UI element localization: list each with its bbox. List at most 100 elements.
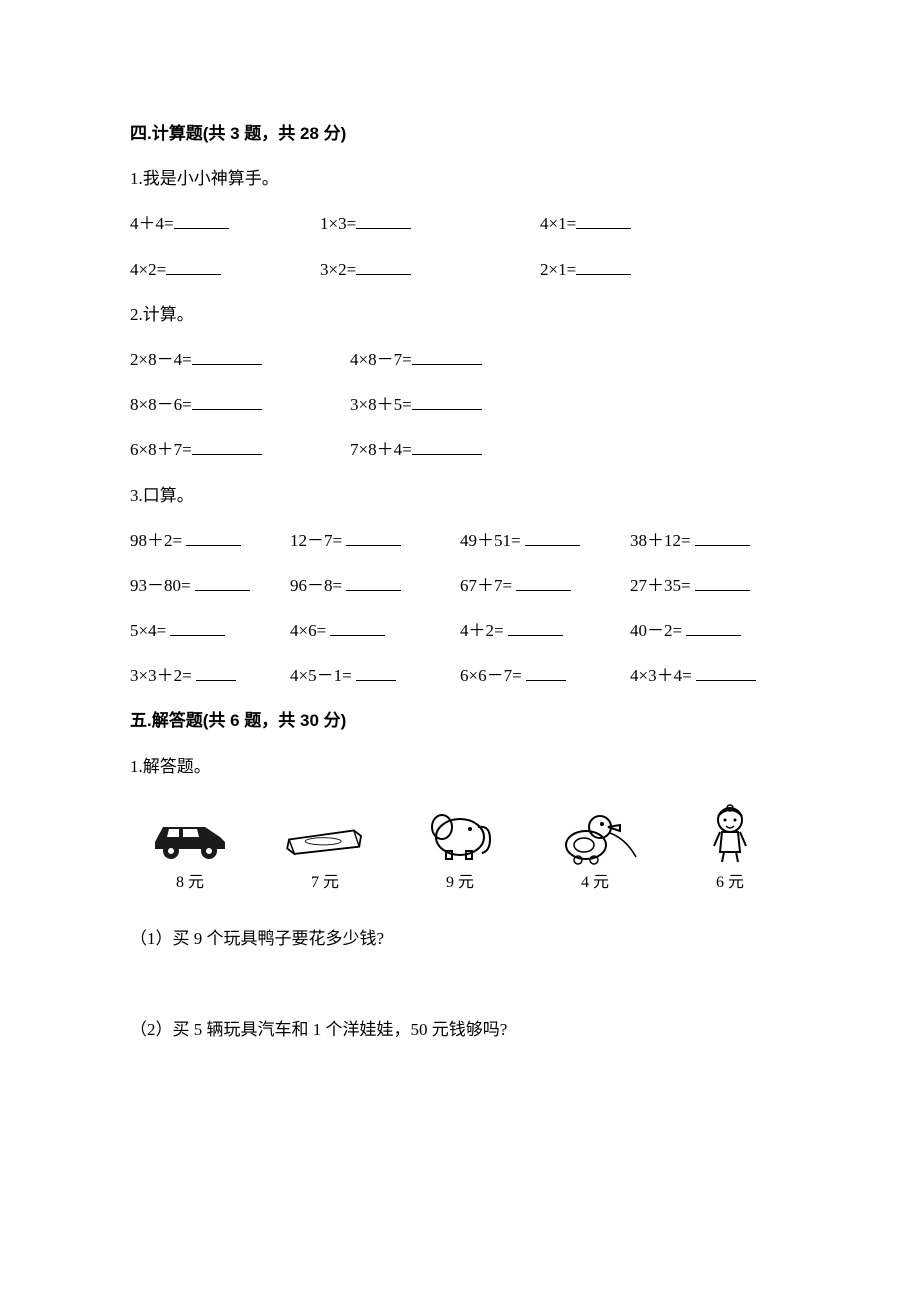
- answer-blank[interactable]: [526, 666, 566, 681]
- answer-blank[interactable]: [356, 260, 411, 275]
- s4-q3-row2: 93－80= 96－8= 67＋7= 27＋35=: [130, 572, 790, 599]
- toy-elephant: 9 元: [405, 805, 515, 896]
- answer-blank[interactable]: [412, 350, 482, 365]
- answer-blank[interactable]: [508, 621, 563, 636]
- expr-cell: 4＋2=: [460, 617, 630, 644]
- toy-price: 7 元: [270, 870, 380, 896]
- expr-cell: 4×5－1=: [290, 662, 460, 689]
- work-space: [130, 971, 790, 1016]
- answer-blank[interactable]: [695, 531, 750, 546]
- expr-text: 4×2=: [130, 260, 166, 279]
- expr-text: 40－2=: [630, 621, 682, 640]
- answer-blank[interactable]: [166, 260, 221, 275]
- expr-cell: 96－8=: [290, 572, 460, 599]
- duck-icon: [550, 805, 640, 865]
- answer-blank[interactable]: [195, 576, 250, 591]
- expr-cell: 93－80=: [130, 572, 290, 599]
- answer-blank[interactable]: [192, 440, 262, 455]
- expr-text: 38＋12=: [630, 531, 691, 550]
- expr-text: 2×8－4=: [130, 350, 192, 369]
- expr-cell: 4×3＋4=: [630, 662, 756, 689]
- expr-text: 5×4=: [130, 621, 166, 640]
- answer-blank[interactable]: [695, 576, 750, 591]
- expr-text: 4×8－7=: [350, 350, 412, 369]
- toy-price: 8 元: [135, 870, 245, 896]
- expr-text: 98＋2=: [130, 531, 182, 550]
- expr-text: 3×8＋5=: [350, 395, 412, 414]
- expr-cell: 4×1=: [540, 210, 631, 237]
- pencilbox-icon: [280, 805, 370, 865]
- s4-q2-row3: 6×8＋7= 7×8＋4=: [130, 436, 790, 463]
- expr-text: 4＋4=: [130, 214, 174, 233]
- answer-blank[interactable]: [412, 395, 482, 410]
- expr-text: 7×8＋4=: [350, 440, 412, 459]
- expr-text: 27＋35=: [630, 576, 691, 595]
- answer-blank[interactable]: [696, 666, 756, 681]
- expr-cell: 40－2=: [630, 617, 741, 644]
- section4-heading: 四.计算题(共 3 题，共 28 分): [130, 120, 790, 147]
- expr-text: 3×2=: [320, 260, 356, 279]
- expr-text: 96－8=: [290, 576, 342, 595]
- s4-q2-row2: 8×8－6= 3×8＋5=: [130, 391, 790, 418]
- answer-blank[interactable]: [576, 214, 631, 229]
- expr-cell: 4＋4=: [130, 210, 320, 237]
- answer-blank[interactable]: [330, 621, 385, 636]
- s4-q3-row3: 5×4= 4×6= 4＋2= 40－2=: [130, 617, 790, 644]
- expr-text: 4×1=: [540, 214, 576, 233]
- answer-blank[interactable]: [192, 350, 262, 365]
- expr-text: 1×3=: [320, 214, 356, 233]
- expr-cell: 4×6=: [290, 617, 460, 644]
- expr-cell: 5×4=: [130, 617, 290, 644]
- answer-blank[interactable]: [525, 531, 580, 546]
- toy-doll: 6 元: [675, 805, 785, 896]
- answer-blank[interactable]: [192, 395, 262, 410]
- toy-price: 9 元: [405, 870, 515, 896]
- s5-q1-sub2: （2）买 5 辆玩具汽车和 1 个洋娃娃，50 元钱够吗?: [130, 1016, 790, 1043]
- s4-q3-row1: 98＋2= 12－7= 49＋51= 38＋12=: [130, 527, 790, 554]
- s4-q1-row2: 4×2= 3×2= 2×1=: [130, 256, 790, 283]
- worksheet-page: 四.计算题(共 3 题，共 28 分) 1.我是小小神算手。 4＋4= 1×3=…: [0, 0, 920, 1121]
- expr-cell: 4×8－7=: [350, 346, 482, 373]
- toy-price: 6 元: [675, 870, 785, 896]
- answer-blank[interactable]: [686, 621, 741, 636]
- answer-blank[interactable]: [196, 666, 236, 681]
- expr-cell: 8×8－6=: [130, 391, 350, 418]
- expr-cell: 3×2=: [320, 256, 540, 283]
- elephant-icon: [415, 805, 505, 865]
- expr-text: 2×1=: [540, 260, 576, 279]
- expr-text: 3×3＋2=: [130, 666, 192, 685]
- answer-blank[interactable]: [170, 621, 225, 636]
- expr-text: 4×5－1=: [290, 666, 352, 685]
- s4-q1-row1: 4＋4= 1×3= 4×1=: [130, 210, 790, 237]
- expr-text: 6×6－7=: [460, 666, 522, 685]
- answer-blank[interactable]: [356, 666, 396, 681]
- expr-cell: 3×3＋2=: [130, 662, 290, 689]
- expr-cell: 49＋51=: [460, 527, 630, 554]
- expr-cell: 67＋7=: [460, 572, 630, 599]
- expr-cell: 27＋35=: [630, 572, 750, 599]
- expr-cell: 2×8－4=: [130, 346, 350, 373]
- answer-blank[interactable]: [346, 531, 401, 546]
- expr-text: 4×3＋4=: [630, 666, 692, 685]
- expr-cell: 4×2=: [130, 256, 320, 283]
- s4-q2-row1: 2×8－4= 4×8－7=: [130, 346, 790, 373]
- toy-pencilbox: 7 元: [270, 805, 380, 896]
- answer-blank[interactable]: [356, 214, 411, 229]
- expr-cell: 7×8＋4=: [350, 436, 482, 463]
- answer-blank[interactable]: [174, 214, 229, 229]
- answer-blank[interactable]: [346, 576, 401, 591]
- answer-blank[interactable]: [412, 440, 482, 455]
- doll-icon: [685, 805, 775, 865]
- expr-text: 8×8－6=: [130, 395, 192, 414]
- answer-blank[interactable]: [516, 576, 571, 591]
- answer-blank[interactable]: [186, 531, 241, 546]
- toy-row: 8 元 7 元: [130, 805, 790, 896]
- s4-q3-row4: 3×3＋2= 4×5－1= 6×6－7= 4×3＋4=: [130, 662, 790, 689]
- expr-cell: 6×6－7=: [460, 662, 630, 689]
- answer-blank[interactable]: [576, 260, 631, 275]
- expr-text: 6×8＋7=: [130, 440, 192, 459]
- section5-heading: 五.解答题(共 6 题，共 30 分): [130, 707, 790, 734]
- expr-text: 4＋2=: [460, 621, 504, 640]
- toy-car: 8 元: [135, 805, 245, 896]
- s5-q1-title: 1.解答题。: [130, 753, 790, 780]
